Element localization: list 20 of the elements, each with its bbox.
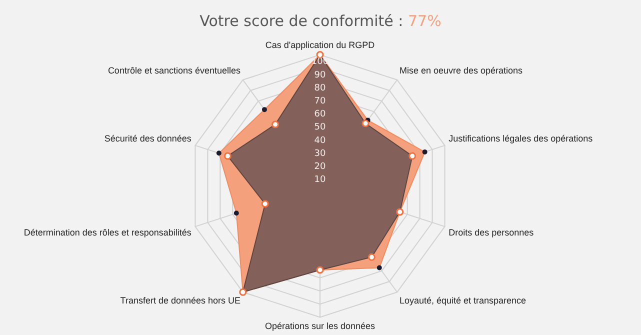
spoke-label: Mise en oeuvre des opérations xyxy=(399,66,524,76)
y-tick-label: 90 xyxy=(314,70,326,80)
spoke-label: Loyauté, équité et transparence xyxy=(399,295,526,306)
y-tick-label: 80 xyxy=(314,83,326,94)
y-tick-label: 20 xyxy=(314,162,326,172)
y-tick-label: 10 xyxy=(314,175,326,186)
spoke-label: Détermination des rôles et responsabilités xyxy=(24,228,192,238)
spoke-label: Transfert de données hors UE xyxy=(120,295,241,306)
spoke-label: Cas d'application du RGPD xyxy=(265,40,376,50)
spoke-label: Justifications légales des opérations xyxy=(448,133,594,144)
spoke-label: Contrôle et sanctions éventuelles xyxy=(108,66,242,76)
y-tick-label: 70 xyxy=(314,96,326,107)
y-tick-label: 60 xyxy=(314,110,326,120)
y-tick-label: 40 xyxy=(314,136,326,146)
spoke-label: Droits des personnes xyxy=(448,228,534,238)
y-tick-label: 30 xyxy=(314,148,326,159)
spoke-label: Opérations sur les données xyxy=(264,321,376,332)
spoke-label: Sécurité des données xyxy=(104,133,192,144)
y-tick-label: 50 xyxy=(314,122,326,133)
chart-title: Votre score de conformité : 77% xyxy=(200,12,442,30)
